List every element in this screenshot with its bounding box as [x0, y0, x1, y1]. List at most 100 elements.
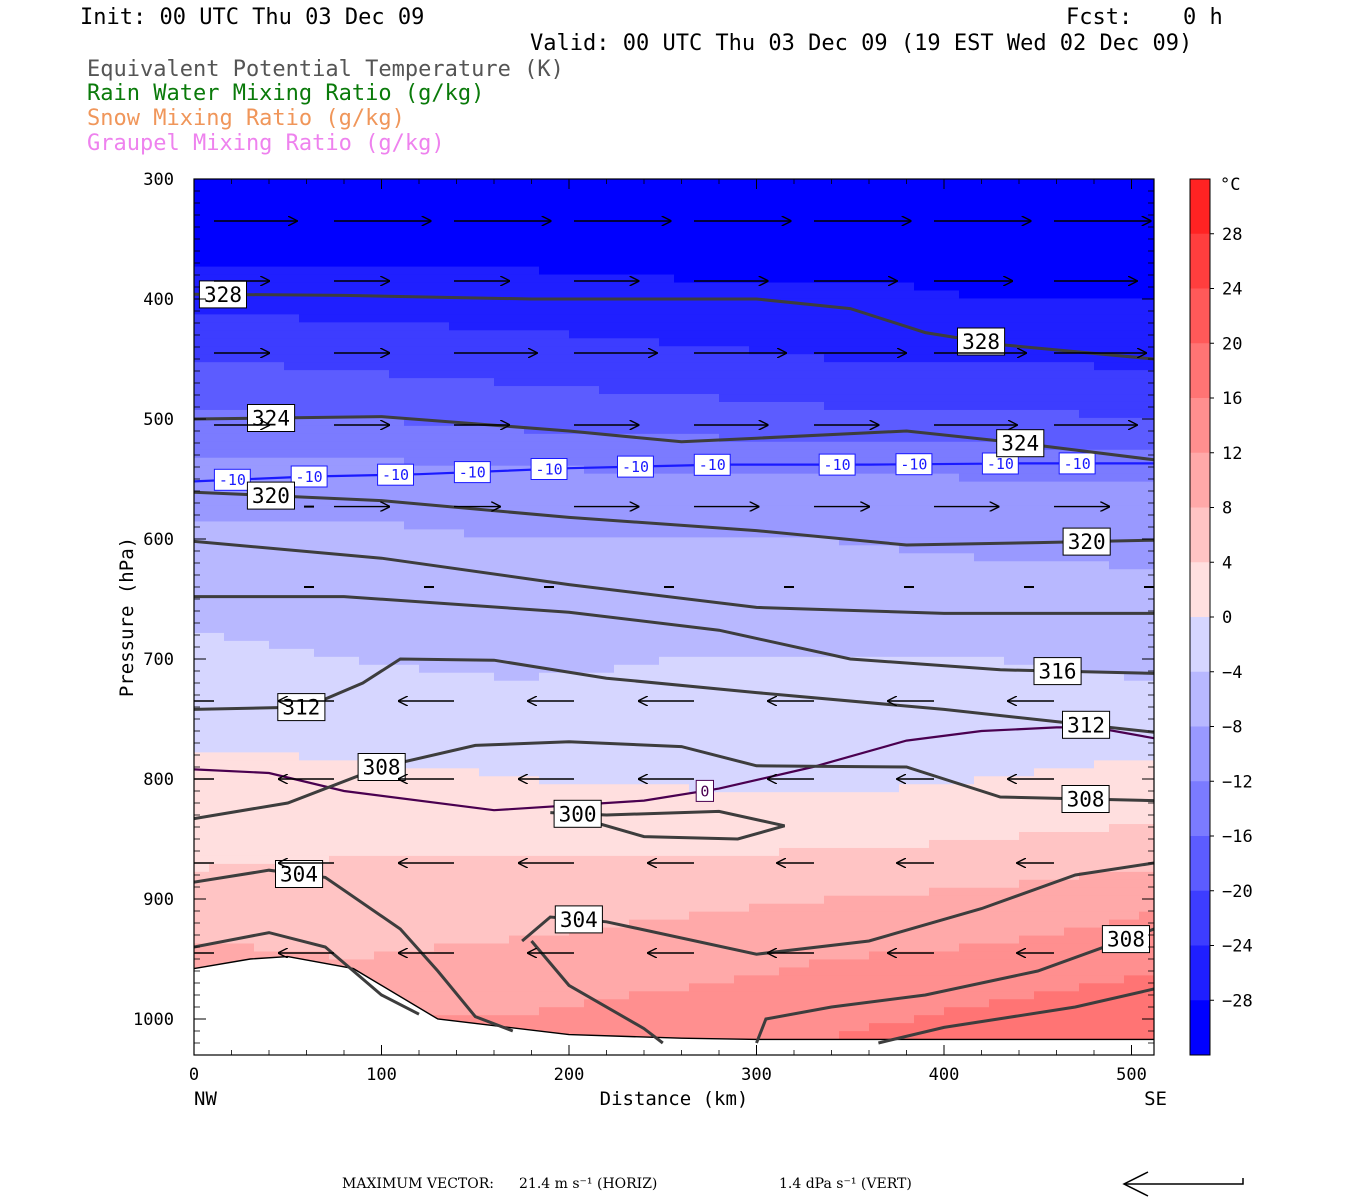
shading-cell — [374, 736, 390, 746]
shading-cell — [299, 569, 315, 578]
shading-cell — [569, 720, 585, 730]
shading-cell — [824, 226, 840, 236]
shading-cell — [839, 481, 855, 491]
shading-cell — [839, 202, 855, 212]
shading-cell — [209, 210, 225, 220]
shading-cell — [434, 179, 450, 188]
shading-cell — [434, 457, 450, 467]
shading-cell — [509, 792, 525, 801]
shading-cell — [389, 306, 405, 315]
shading-cell — [344, 226, 360, 236]
shading-cell — [449, 202, 465, 212]
shading-cell — [779, 991, 795, 1000]
shading-cell — [659, 298, 675, 308]
shading-cell — [299, 800, 315, 809]
shading-cell — [764, 784, 780, 793]
shading-cell — [794, 194, 810, 204]
shading-cell — [659, 911, 675, 921]
shading-cell — [569, 991, 585, 1000]
shading-cell — [794, 282, 810, 292]
shading-cell — [644, 792, 660, 801]
shading-cell — [209, 879, 225, 889]
shading-cell — [329, 752, 345, 761]
shading-cell — [629, 194, 645, 204]
shading-cell — [764, 983, 780, 992]
shading-cell — [374, 728, 390, 738]
shading-cell — [344, 712, 360, 722]
shading-cell — [329, 632, 345, 642]
shading-cell — [539, 847, 555, 857]
shading-cell — [209, 839, 225, 849]
shading-cell — [659, 967, 675, 976]
shading-cell — [269, 736, 285, 746]
shading-cell — [389, 832, 405, 841]
shading-cell — [434, 218, 450, 228]
shading-cell — [854, 218, 870, 228]
shading-cell — [239, 425, 255, 435]
shading-cell — [569, 274, 585, 284]
shading-cell — [509, 1007, 525, 1016]
shading-cell — [719, 617, 735, 626]
shading-cell — [629, 449, 645, 459]
shading-cell — [569, 1015, 585, 1024]
shading-cell — [389, 537, 405, 546]
shading-cell — [689, 871, 705, 881]
shading-cell — [869, 449, 885, 459]
shading-cell — [524, 601, 540, 610]
shading-cell — [209, 218, 225, 228]
shading-cell — [239, 457, 255, 467]
shading-cell — [824, 951, 840, 961]
shading-cell — [344, 648, 360, 658]
shading-cell — [809, 577, 825, 586]
shading-cell — [239, 919, 255, 929]
shading-cell — [584, 1007, 600, 1016]
shading-cell — [719, 306, 735, 315]
shading-cell — [644, 250, 660, 260]
shading-cell — [419, 736, 435, 746]
shading-cell — [269, 569, 285, 578]
shading-cell — [344, 784, 360, 793]
shading-cell — [254, 632, 270, 642]
shading-cell — [374, 903, 390, 913]
shading-cell — [824, 545, 840, 554]
shading-cell — [269, 338, 285, 347]
shading-cell — [239, 752, 255, 761]
shading-cell — [824, 258, 840, 268]
shading-cell — [344, 832, 360, 841]
shading-cell — [329, 744, 345, 753]
shading-cell — [539, 688, 555, 698]
shading-cell — [374, 433, 390, 443]
shading-cell — [734, 338, 750, 347]
shading-cell — [434, 648, 450, 658]
shading-cell — [584, 194, 600, 204]
shading-cell — [854, 680, 870, 690]
shading-cell — [539, 887, 555, 897]
shading-cell — [839, 346, 855, 355]
shading-cell — [539, 720, 555, 730]
shading-cell — [284, 632, 300, 642]
shading-cell — [824, 664, 840, 674]
shading-cell — [839, 1007, 855, 1016]
shading-cell — [479, 879, 495, 889]
shading-cell — [449, 577, 465, 586]
shading-cell — [839, 720, 855, 730]
shading-cell — [464, 847, 480, 857]
shading-cell — [824, 871, 840, 881]
shading-cell — [704, 919, 720, 929]
shading-cell — [839, 784, 855, 793]
shading-cell — [629, 282, 645, 292]
shading-cell — [644, 863, 660, 873]
shading-cell — [689, 648, 705, 658]
shading-cell — [359, 784, 375, 793]
shading-cell — [269, 457, 285, 467]
shading-cell — [239, 370, 255, 379]
shading-cell — [434, 967, 450, 976]
shading-cell — [539, 863, 555, 873]
shading-cell — [779, 800, 795, 809]
shading-cell — [374, 537, 390, 546]
shading-cell — [269, 210, 285, 220]
shading-cell — [344, 473, 360, 483]
shading-cell — [599, 617, 615, 626]
shading-cell — [644, 656, 660, 666]
shading-cell — [764, 911, 780, 921]
